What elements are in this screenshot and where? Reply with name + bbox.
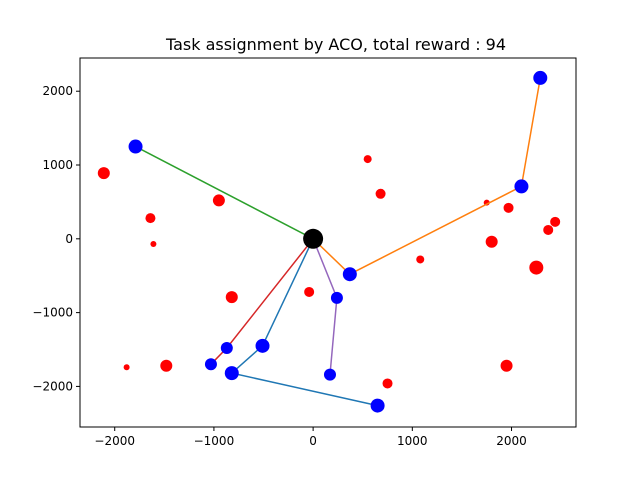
task-point: [150, 240, 157, 247]
assigned-task-point: [370, 398, 385, 413]
x-tick-label: 1000: [397, 434, 428, 448]
route-line-2: [312, 77, 542, 276]
plot-content: [97, 70, 561, 413]
route-line-1: [230, 238, 378, 407]
task-point: [97, 167, 110, 180]
x-tick-label: 2000: [496, 434, 527, 448]
assigned-task-point: [514, 179, 529, 194]
task-point: [550, 216, 561, 227]
task-point: [363, 155, 372, 164]
y-tick-label: −1000: [32, 306, 73, 320]
assigned-task-point: [255, 338, 270, 353]
assigned-task-point: [533, 70, 548, 85]
y-axis: −2000 −1000 0 1000 2000: [32, 84, 80, 393]
axes-frame: [79, 57, 577, 428]
chart-title: Task assignment by ACO, total reward : 9…: [165, 35, 506, 54]
task-point: [212, 194, 225, 207]
assigned-task-point: [220, 342, 233, 355]
task-point: [416, 255, 425, 264]
task-point: [500, 359, 513, 372]
task-point: [145, 213, 156, 224]
x-axis: −2000 −1000 0 1000 2000: [94, 427, 527, 448]
task-point: [543, 224, 554, 235]
y-tick-label: 0: [65, 232, 73, 246]
task-point: [485, 235, 498, 248]
assigned-task-point: [204, 358, 217, 371]
y-tick-label: 1000: [42, 158, 73, 172]
x-tick-label: −2000: [94, 434, 135, 448]
y-tick-label: −2000: [32, 379, 73, 393]
assigned-task-point: [128, 139, 143, 154]
task-point: [225, 291, 238, 304]
task-point: [529, 260, 544, 275]
task-point: [304, 286, 315, 297]
task-point: [160, 359, 173, 372]
y-tick-label: 2000: [42, 84, 73, 98]
assigned-task-point: [224, 366, 239, 381]
assigned-task-point: [330, 291, 343, 304]
assigned-task-point: [342, 267, 357, 282]
task-point: [503, 202, 514, 213]
task-point: [123, 364, 130, 371]
x-tick-label: −1000: [194, 434, 235, 448]
depot-point: [303, 228, 324, 249]
assigned-task-point: [323, 368, 336, 381]
route-line-3: [135, 145, 314, 240]
task-point: [382, 378, 393, 389]
task-point: [375, 188, 386, 199]
x-tick-label: 0: [309, 434, 317, 448]
